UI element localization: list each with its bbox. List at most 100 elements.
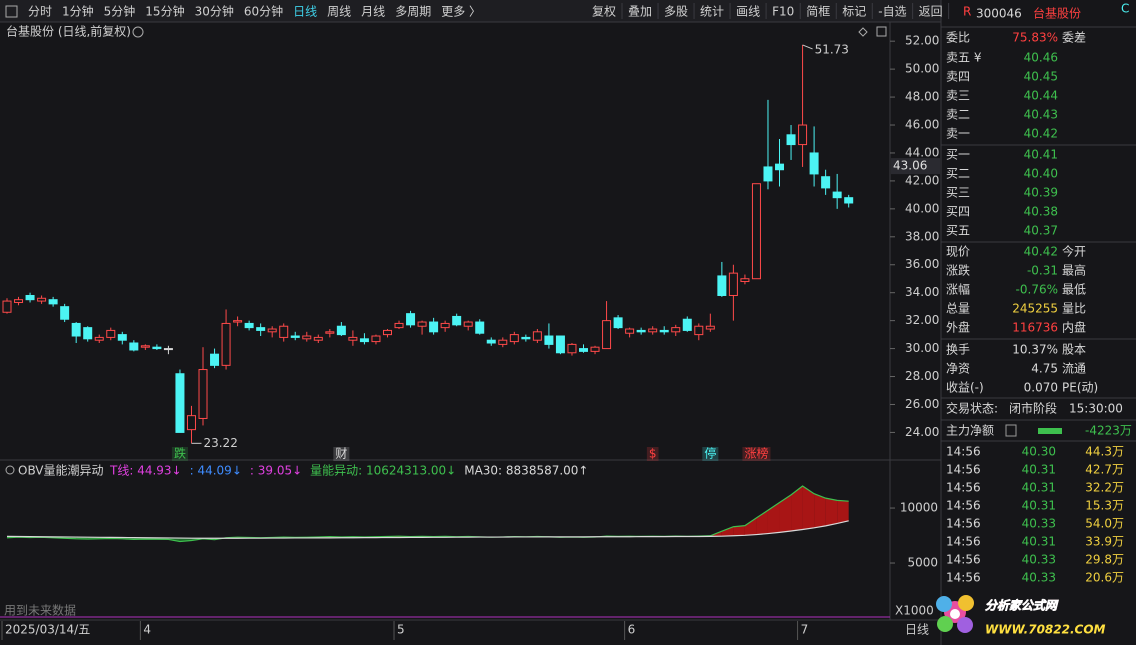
x-tick-label: 5 [397,623,405,637]
candle-body [659,329,669,333]
trade-volume: 42.7万 [1085,463,1124,477]
indicator-menu-icon[interactable] [5,465,15,475]
window-icon[interactable] [876,26,887,37]
indicator-legend: MA30: 8838587.00↑ [464,464,588,478]
status-phase: 闭市阶段 [1009,401,1057,416]
toolbar-item[interactable]: 1分钟 [62,4,94,19]
event-tag-bg [171,447,188,461]
candle-body [117,334,127,341]
y-tick-label: 42.00 [905,173,939,187]
stat-price: -0.31 [1027,264,1058,278]
stat-label: 收益(-) [946,381,984,395]
diamond-icon[interactable] [858,27,868,37]
candle-body [717,275,727,296]
event-tag[interactable]: $ [649,447,657,461]
stat-label2: 量比 [1062,302,1086,316]
logo-name: 分析家公式网 [985,599,1059,613]
y-tick-label: 26.00 [905,397,939,411]
ask-label: 卖五 ¥ [946,51,982,65]
toolbar-item[interactable]: 更多 〉 [441,5,481,19]
logo: 分析家公式网 WWW.70822.COM [936,595,1106,637]
candle-body [763,166,773,182]
event-tag-bg [646,447,659,461]
flag: R [963,5,971,19]
logo-petal [957,617,973,633]
candle-body [2,300,12,313]
candle-body [475,321,485,334]
candle-body [521,336,531,340]
trade-time: 14:56 [946,445,981,459]
toolbar-item[interactable]: 30分钟 [195,4,234,19]
indicator-legend: 量能异动: 10624313.00↓ [310,464,456,478]
toolbar-item[interactable]: 周线 [327,5,351,19]
toolbar-button[interactable]: 统计 [700,5,724,19]
trade-volume: 29.8万 [1085,553,1124,567]
toolbar-button[interactable]: 画线 [736,5,760,19]
logo-petal [958,595,974,611]
candle-body [348,336,358,341]
toolbar-button[interactable]: 多股 [664,5,688,19]
title-menu-icon[interactable] [132,26,144,38]
toolbar-button[interactable]: F10 [772,5,794,19]
status-time: 15:30:00 [1069,402,1123,416]
candle-body [152,346,162,350]
diff-area [733,525,745,536]
toolbar-icon[interactable] [5,5,18,18]
candle-body [106,329,116,338]
ask-label: 卖一 [946,127,970,141]
candle-body [544,335,554,345]
candle-body [359,338,369,343]
trade-time: 14:56 [946,571,981,585]
stat-label: 净资 [946,362,970,376]
candle-body [313,336,323,341]
toolbar-item[interactable]: 15分钟 [145,4,184,19]
event-tag-bg [702,447,719,461]
trade-volume: 15.3万 [1085,499,1124,513]
trade-price: 40.31 [1022,463,1056,477]
crosshair-label: 43.06 [893,159,927,173]
candle-body [302,335,312,340]
x-tick-label: 4 [143,623,151,637]
stat-label: 涨幅 [946,282,970,297]
candle-body [94,336,104,341]
toolbar-button[interactable]: -自选 [878,5,906,19]
candle-body [233,320,243,323]
stat-label2: 最低 [1062,283,1086,297]
stat-price: 4.75 [1031,362,1058,376]
trade-time: 14:56 [946,517,981,531]
trade-price: 40.30 [1022,445,1056,459]
y-tick-label: 40.00 [905,201,939,215]
candle-body [798,124,808,146]
toolbar-item[interactable]: 5分钟 [104,4,136,19]
y-tick-label: 30.00 [905,341,939,355]
y-tick-label: 34.00 [905,285,939,299]
candle-body [221,322,231,366]
candle-body [198,369,208,419]
indicator-title: OBV量能潮异动 [18,463,104,478]
event-tag[interactable]: 跌 [174,446,186,461]
event-tag[interactable]: 财 [335,447,347,461]
candle-body [486,339,496,344]
candle-body [671,327,681,333]
toolbar-button[interactable]: 标记 [842,5,866,19]
event-tag[interactable]: 涨榜 [744,446,768,461]
toolbar-button[interactable]: 复权 [592,5,616,19]
toolbar-item[interactable]: 60分钟 [244,4,283,19]
toolbar-item[interactable]: 分时 [28,5,52,19]
toolbar-button[interactable]: 叠加 [628,5,652,19]
min-label: 23.22 [203,436,237,450]
flow-icon[interactable] [1005,424,1017,437]
chart-title: 台基股份 (日线,前复权) [6,24,131,39]
toolbar-button[interactable]: 返回 [919,5,943,19]
event-tag[interactable]: 停 [704,446,716,461]
trade-time: 14:56 [946,481,981,495]
y-tick-label: 46.00 [905,118,939,132]
toolbar-item[interactable]: 月线 [361,5,385,19]
candle-body [60,306,70,320]
toolbar-button[interactable]: 简框 [806,5,830,19]
toolbar-item[interactable]: 多周期 [395,5,431,19]
stat-label: 现价 [946,245,970,259]
candle-body [279,325,289,338]
period-tab[interactable]: 日线 [905,623,929,637]
toolbar-item[interactable]: 日线 [293,5,317,19]
